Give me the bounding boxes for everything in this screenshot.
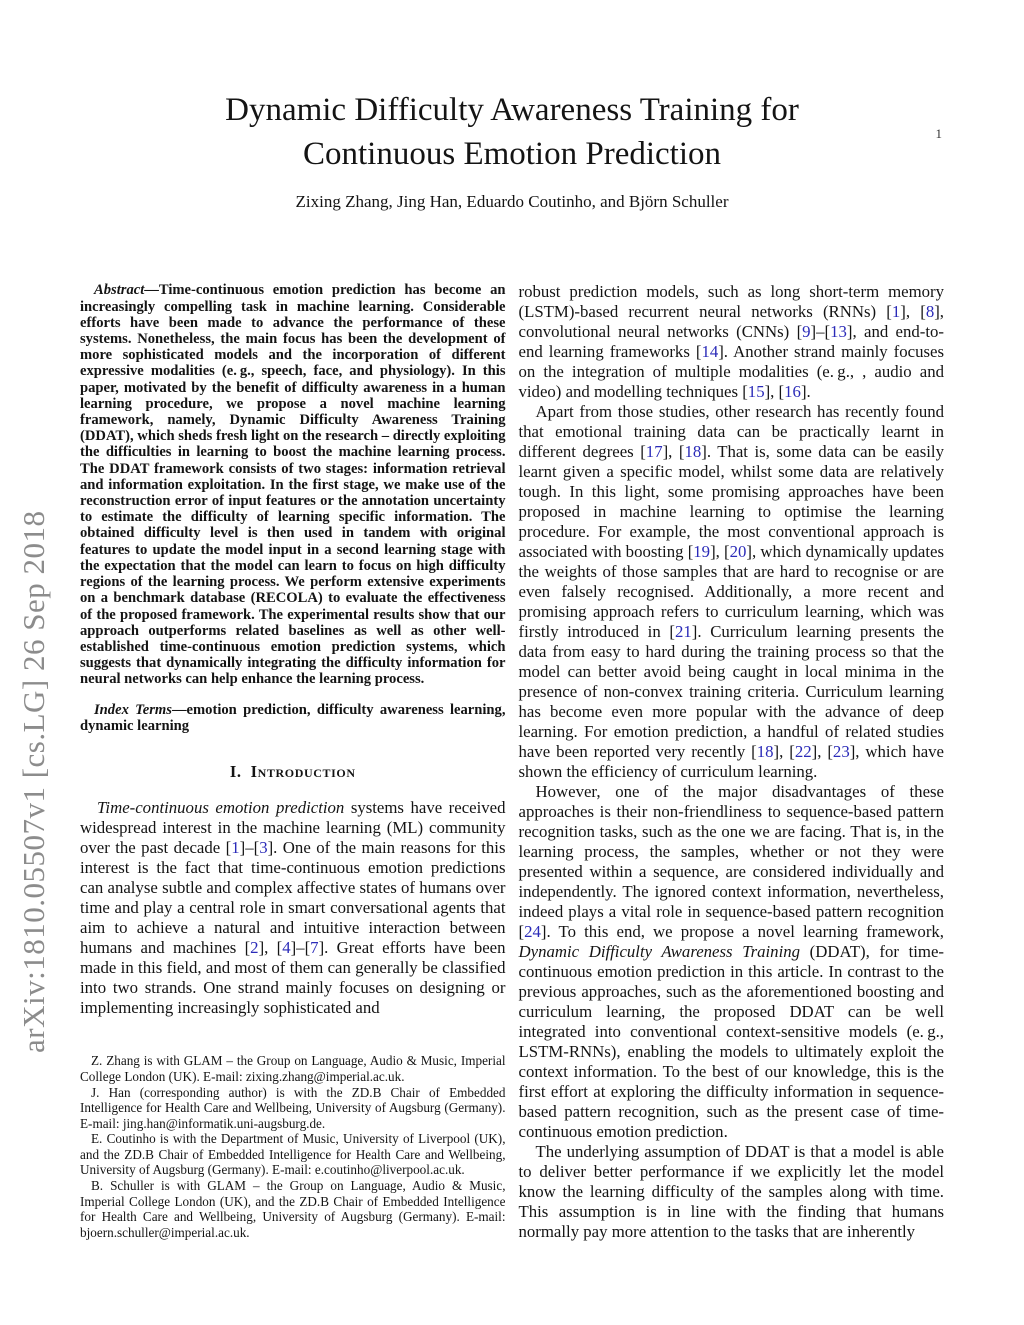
right-column: robust prediction models, such as long s… [519, 282, 945, 1244]
footnote-han: J. Han (corresponding author) is with th… [80, 1084, 506, 1131]
citation-link[interactable]: 15 [747, 382, 765, 402]
citation-link[interactable]: 21 [674, 622, 692, 642]
citation-link[interactable]: 4 [282, 937, 291, 957]
section-heading-introduction: I. Introduction [80, 762, 506, 782]
citation-link[interactable]: 20 [729, 542, 747, 562]
body-paragraph: Apart from those studies, other research… [518, 402, 945, 782]
citation-link[interactable]: 3 [259, 837, 268, 857]
citation-link[interactable]: 7 [310, 937, 319, 957]
citation-link[interactable]: 1 [891, 302, 901, 322]
citation-link[interactable]: 22 [794, 742, 812, 762]
intro-paragraph: Time-continuous emotion prediction syste… [80, 797, 506, 1017]
index-terms-text: —emotion prediction, difficulty awarenes… [80, 701, 506, 734]
citation-link[interactable]: 18 [756, 742, 774, 762]
body-paragraph: The underlying assumption of DDAT is tha… [518, 1142, 945, 1242]
body-paragraph: robust prediction models, such as long s… [518, 282, 945, 402]
index-terms-label: Index Terms [94, 701, 172, 718]
abstract-label: Abstract [94, 282, 145, 299]
citation-link[interactable]: 14 [701, 342, 719, 362]
title-line-1: Dynamic Difficulty Awareness Training fo… [225, 92, 799, 128]
footnote-coutinho: E. Coutinho is with the Department of Mu… [80, 1131, 506, 1178]
section-number: I. [229, 761, 242, 781]
abstract-paragraph: Abstract—Time-continuous emotion predict… [80, 282, 506, 687]
citation-link[interactable]: 19 [693, 542, 711, 562]
two-column-layout: Abstract—Time-continuous emotion predict… [0, 282, 1024, 1244]
citation-link[interactable]: 17 [645, 442, 663, 462]
arxiv-watermark: arXiv:1810.05507v1 [cs.LG] 26 Sep 2018 [16, 510, 51, 1054]
paper-page: 1 arXiv:1810.05507v1 [cs.LG] 26 Sep 2018… [0, 88, 1024, 1244]
index-terms: Index Terms—emotion prediction, difficul… [80, 702, 506, 734]
citation-link[interactable]: 9 [802, 322, 811, 342]
section-title: Introduction [250, 761, 356, 781]
citation-link[interactable]: 2 [250, 937, 259, 957]
citation-link[interactable]: 13 [830, 322, 847, 342]
page-number: 1 [935, 126, 943, 141]
citation-link[interactable]: 8 [925, 302, 935, 322]
title-line-2: Continuous Emotion Prediction [303, 136, 721, 173]
left-column: Abstract—Time-continuous emotion predict… [80, 282, 506, 1244]
citation-link[interactable]: 23 [832, 742, 850, 762]
citation-link[interactable]: 24 [524, 922, 541, 942]
author-list: Zixing Zhang, Jing Han, Eduardo Coutinho… [295, 192, 729, 212]
citation-link[interactable]: 1 [231, 837, 240, 857]
author-footnotes: Z. Zhang is with GLAM – the Group on Lan… [80, 1053, 506, 1244]
footnote-zhang: Z. Zhang is with GLAM – the Group on Lan… [80, 1053, 506, 1084]
citation-link[interactable]: 16 [784, 382, 801, 402]
body-paragraph: However, one of the major disadvantages … [518, 782, 945, 1142]
citation-link[interactable]: 18 [684, 442, 702, 462]
footnote-schuller: B. Schuller is with GLAM – the Group on … [80, 1178, 506, 1240]
abstract-text: —Time-continuous emotion prediction has … [80, 282, 506, 688]
paper-title: Dynamic Difficulty Awareness Training fo… [0, 88, 1024, 176]
